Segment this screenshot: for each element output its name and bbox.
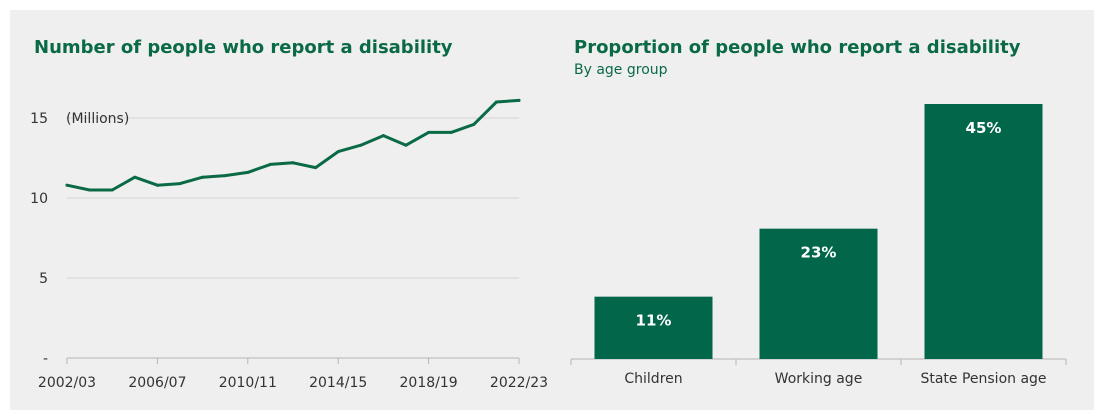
- data-point: [404, 143, 408, 147]
- data-point: [517, 98, 521, 102]
- data-point: [110, 188, 114, 192]
- category-label: State Pension age: [920, 371, 1046, 387]
- chart-panel: [10, 10, 1094, 410]
- category-label: Children: [624, 371, 682, 387]
- data-point: [472, 122, 476, 126]
- data-point: [336, 150, 340, 154]
- x-tick-label: 2022/23: [490, 375, 548, 391]
- line-chart-title: Number of people who report a disability: [34, 37, 453, 58]
- unit-label: (Millions): [66, 111, 129, 127]
- y-tick-label: 5: [39, 271, 48, 287]
- data-point: [268, 162, 272, 166]
- bar-data-label: 23%: [801, 244, 837, 262]
- data-point: [291, 161, 295, 165]
- data-point: [359, 143, 363, 147]
- x-tick-label: 2014/15: [309, 375, 367, 391]
- x-tick-label: 2010/11: [219, 375, 277, 391]
- bar: [924, 104, 1043, 359]
- bar: [594, 296, 713, 359]
- bar-data-label: 11%: [636, 312, 672, 330]
- data-point: [178, 182, 182, 186]
- data-point: [65, 183, 69, 187]
- data-point: [449, 130, 453, 134]
- y-tick-label: -: [43, 351, 48, 367]
- x-tick-label: 2018/19: [400, 375, 458, 391]
- bar-chart-subtitle: By age group: [574, 62, 668, 78]
- data-point: [427, 130, 431, 134]
- x-tick-label: 2006/07: [128, 375, 186, 391]
- x-tick-label: 2002/03: [38, 375, 96, 391]
- bar-data-label: 45%: [966, 119, 1002, 137]
- data-point: [314, 166, 318, 170]
- data-point: [155, 183, 159, 187]
- category-label: Working age: [775, 371, 863, 387]
- bar: [759, 228, 878, 359]
- data-point: [223, 174, 227, 178]
- bar-chart-title: Proportion of people who report a disabi…: [574, 37, 1021, 58]
- data-point: [133, 175, 137, 179]
- y-tick-label: 10: [30, 191, 48, 207]
- data-point: [88, 188, 92, 192]
- data-point: [381, 134, 385, 138]
- y-tick-label: 15: [30, 111, 48, 127]
- data-point: [494, 100, 498, 104]
- data-point: [246, 170, 250, 174]
- data-point: [201, 175, 205, 179]
